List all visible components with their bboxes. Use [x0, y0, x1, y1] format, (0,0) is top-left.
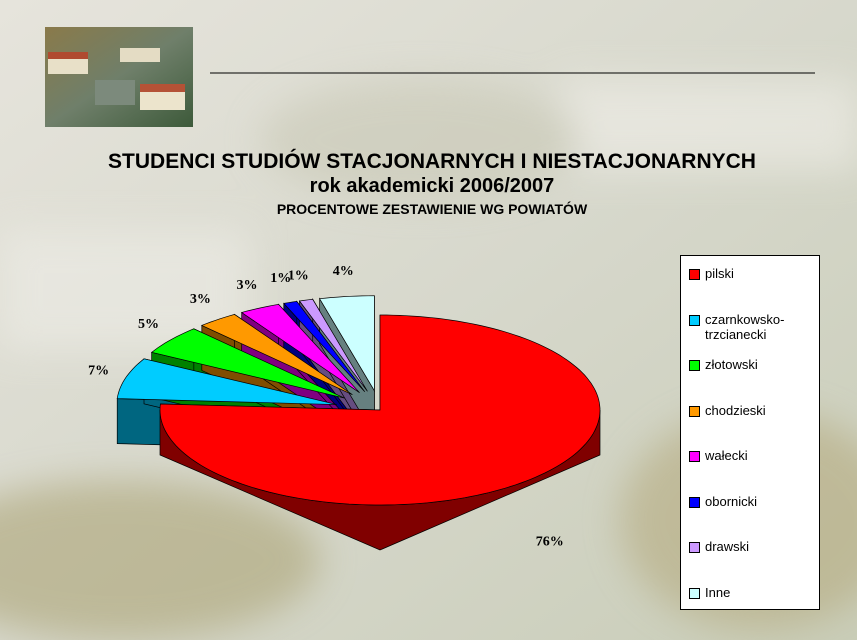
chart-title: STUDENCI STUDIÓW STACJONARNYCH I NIESTAC… [108, 149, 756, 173]
chart-caption: PROCENTOWE ZESTAWIENIE WG POWIATÓW [277, 200, 588, 217]
legend-item: pilski [689, 266, 819, 312]
value-label: 3% [236, 278, 257, 293]
legend-item: Inne [689, 585, 819, 631]
legend-label: chodzieski [705, 402, 766, 418]
value-label: 1% [288, 268, 309, 283]
legend-label: wałecki [705, 448, 748, 463]
slice [150, 328, 345, 399]
legend-label: drawski [705, 539, 750, 554]
legend-swatch [689, 542, 700, 553]
slice [283, 301, 366, 392]
slice [200, 314, 353, 395]
legend-swatch [689, 360, 700, 371]
value-label: 5% [138, 317, 159, 332]
value-label: 7% [88, 363, 109, 378]
legend-swatch [689, 587, 700, 599]
legend-item: chodzieski [689, 403, 819, 449]
slice [240, 304, 360, 393]
legend-item: czarnkowsko-trzcianecki [689, 312, 819, 358]
legend-label: czarnkowsko-trzcianecki [705, 311, 785, 342]
legend-item: złotowski [689, 357, 819, 403]
slice [319, 295, 375, 392]
background-photo [0, 80, 857, 640]
value-label: 4% [333, 264, 354, 279]
slice [116, 358, 337, 405]
thumbnail-photo [45, 27, 193, 127]
value-label: 3% [190, 292, 211, 307]
value-label: 76% [536, 535, 564, 550]
legend-item: obornicki [689, 494, 819, 540]
legend-swatch [689, 451, 700, 462]
legend-swatch [689, 405, 700, 417]
pie [116, 295, 601, 551]
slice [298, 298, 368, 392]
legend-swatch [689, 269, 700, 280]
legend-item: drawski [689, 539, 819, 585]
chart-subtitle: rok akademicki 2006/2007 [310, 175, 555, 197]
legend-label: obornicki [705, 493, 758, 509]
legend: pilski czarnkowsko-trzcianecki złotowski ch… [680, 255, 820, 610]
legend-label: złotowski [705, 357, 758, 372]
slice [159, 314, 601, 506]
legend-swatch [689, 496, 700, 508]
legend-item: wałecki [689, 448, 819, 494]
legend-label: Inne [705, 584, 731, 600]
value-label: 1% [270, 271, 291, 286]
legend-swatch [689, 314, 700, 326]
legend-label: pilski [705, 266, 734, 281]
